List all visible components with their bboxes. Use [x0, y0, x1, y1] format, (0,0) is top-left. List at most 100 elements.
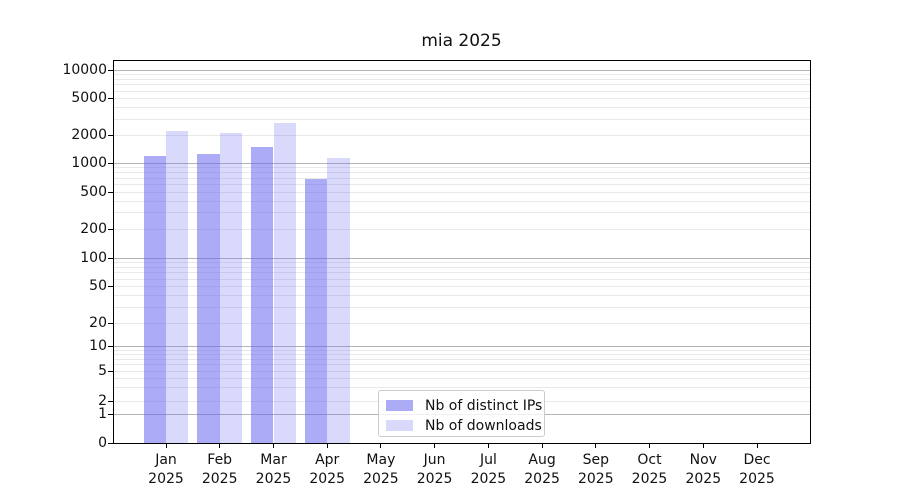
x-tick-mark-aug [541, 443, 543, 448]
chart-title: mia 2025 [421, 31, 502, 51]
legend: Nb of distinct IPs Nb of downloads [378, 390, 545, 437]
gridline-minor-3 [113, 387, 810, 389]
gridline-minor-20 [113, 323, 810, 324]
gridline-minor-500 [113, 191, 810, 193]
legend-swatch-distinct-ips-icon [386, 400, 413, 411]
gridline-minor-80 [113, 266, 810, 268]
y-tick-label-5000: 5000 [71, 90, 107, 106]
y-tick-mark-10 [108, 346, 113, 347]
y-tick-label-0: 0 [98, 435, 107, 451]
gridline-minor-300 [113, 212, 810, 214]
x-tick-mark-feb [219, 443, 221, 448]
gridline-minor-90 [113, 261, 810, 263]
x-tick-label-dec: Dec 2025 [739, 452, 775, 487]
bar-feb-downloads [219, 132, 243, 443]
gridline-minor-900 [113, 167, 810, 169]
gridline-minor-400 [113, 200, 810, 202]
x-tick-label-jun: Jun 2025 [416, 452, 453, 487]
x-tick-mark-sep [595, 443, 597, 448]
y-tick-label-2000: 2000 [71, 127, 107, 143]
y-tick-label-1: 1 [98, 406, 107, 422]
gridline-minor-60 [113, 278, 810, 280]
y-tick-label-20: 20 [89, 315, 107, 331]
gridline-minor-6000 [113, 90, 810, 92]
y-tick-label-50: 50 [89, 278, 107, 294]
x-tick-label-apr: Apr 2025 [309, 452, 345, 487]
gridline-minor-600 [113, 184, 810, 185]
gridline-major-1000 [113, 163, 810, 164]
x-tick-label-feb: Feb 2025 [201, 452, 238, 487]
legend-label-distinct-ips: Nb of distinct IPs [425, 397, 543, 414]
x-tick-mark-jan [165, 443, 167, 448]
gridline-minor-6 [113, 364, 810, 366]
y-tick-mark-0 [108, 443, 113, 444]
gridline-minor-200 [113, 229, 810, 230]
gridline-minor-50 [113, 286, 810, 287]
y-tick-mark-20 [108, 323, 113, 324]
x-tick-mark-jul [487, 443, 489, 448]
x-tick-mark-mar [273, 443, 274, 448]
y-tick-mark-2 [108, 400, 113, 402]
y-tick-mark-1 [108, 414, 113, 415]
gridline-minor-9 [113, 349, 810, 351]
y-tick-mark-200 [108, 229, 113, 230]
y-tick-mark-2000 [108, 135, 113, 136]
gridline-minor-3000 [113, 118, 810, 120]
y-tick-mark-5 [108, 371, 113, 372]
y-tick-mark-50 [108, 286, 113, 287]
gridline-minor-4 [113, 378, 810, 380]
bar-apr-downloads [327, 158, 350, 443]
bar-mar-downloads [273, 122, 296, 443]
bar-feb-distinct-ips [197, 153, 220, 443]
gridline-minor-5 [113, 371, 810, 372]
x-tick-mark-dec [756, 443, 758, 448]
x-tick-label-oct: Oct 2025 [631, 452, 668, 487]
x-tick-label-mar: Mar 2025 [255, 452, 292, 487]
gridline-minor-9000 [113, 74, 810, 76]
y-tick-mark-10000 [108, 70, 113, 71]
gridline-minor-8000 [113, 79, 810, 80]
x-tick-mark-may [380, 443, 382, 448]
x-tick-label-jul: Jul 2025 [470, 452, 507, 487]
x-tick-label-aug: Aug 2025 [524, 452, 560, 487]
gridline-minor-30 [113, 306, 810, 308]
y-tick-mark-1000 [108, 163, 113, 164]
x-tick-mark-jun [434, 443, 436, 448]
x-tick-label-may: May 2025 [363, 452, 399, 487]
x-tick-mark-apr [326, 443, 328, 448]
x-tick-label-nov: Nov 2025 [685, 452, 722, 487]
x-tick-mark-oct [649, 443, 650, 448]
gridline-minor-700 [113, 177, 810, 179]
y-tick-label-5: 5 [98, 363, 107, 379]
bar-jan-downloads [166, 130, 189, 443]
gridline-minor-40 [113, 295, 810, 296]
gridline-minor-800 [113, 172, 810, 174]
bar-apr-distinct-ips [304, 178, 328, 443]
y-tick-mark-100 [108, 257, 113, 259]
gridline-minor-7000 [113, 84, 810, 86]
gridline-minor-5000 [113, 98, 810, 99]
gridline-minor-70 [113, 272, 810, 274]
x-tick-label-sep: Sep 2025 [577, 452, 614, 487]
gridline-major-100 [113, 257, 810, 259]
legend-swatch-downloads-icon [386, 420, 413, 431]
gridline-minor-4000 [113, 107, 810, 108]
gridline-major-10 [113, 346, 810, 347]
legend-item-downloads: Nb of downloads [386, 416, 544, 435]
y-tick-label-500: 500 [80, 183, 107, 200]
y-tick-label-100: 100 [80, 249, 107, 266]
bar-mar-distinct-ips [251, 147, 274, 443]
gridline-minor-8 [113, 354, 810, 355]
y-tick-label-10: 10 [89, 338, 107, 354]
gridline-minor-2000 [113, 135, 810, 136]
y-tick-mark-500 [108, 191, 113, 193]
gridline-major-10000 [113, 70, 810, 71]
y-tick-label-200: 200 [80, 221, 107, 237]
legend-item-distinct-ips: Nb of distinct IPs [386, 396, 544, 415]
x-tick-mark-nov [702, 443, 704, 448]
y-tick-mark-5000 [108, 98, 113, 99]
legend-label-downloads: Nb of downloads [425, 417, 542, 434]
y-tick-label-2: 2 [98, 392, 107, 409]
y-tick-label-10000: 10000 [62, 62, 107, 78]
